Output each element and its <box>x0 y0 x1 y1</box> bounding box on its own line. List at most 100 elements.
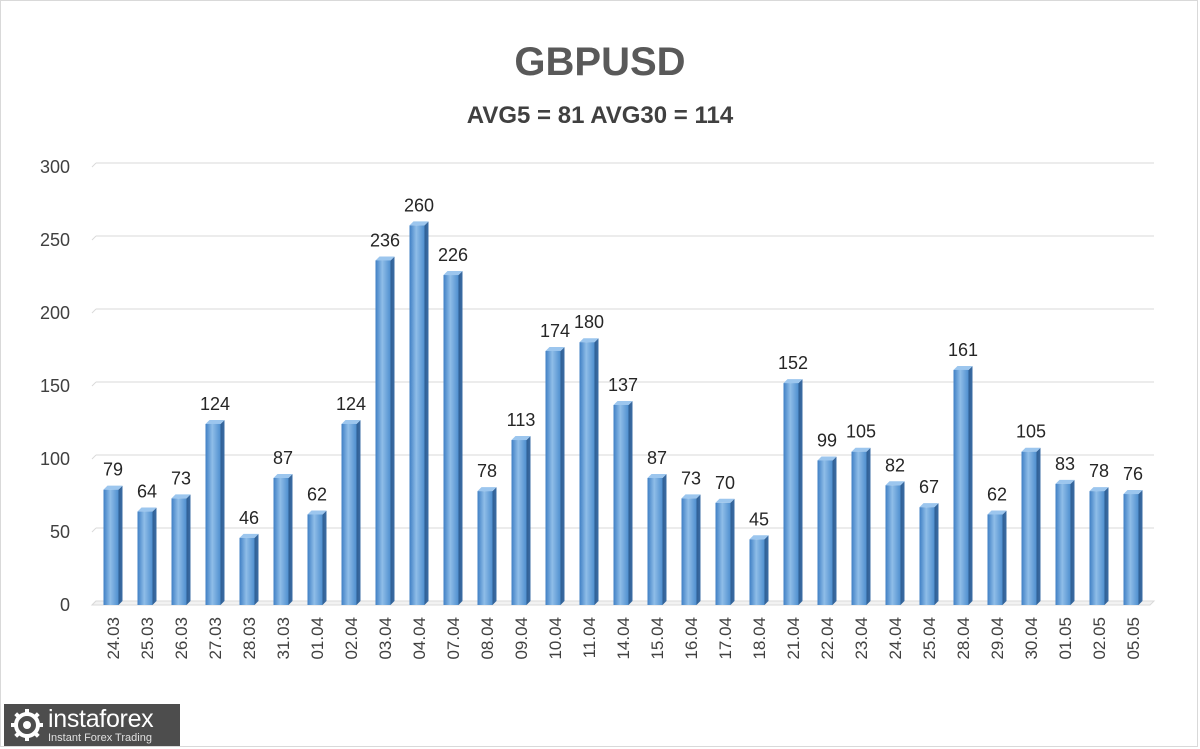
bar-top <box>919 503 939 508</box>
bar-side <box>390 256 395 605</box>
x-tick-label: 11.04 <box>580 617 599 658</box>
y-axis: 0 50 100 150 200 250 300 <box>40 157 70 615</box>
data-label: 62 <box>307 484 327 504</box>
x-tick-label: 30.04 <box>1022 617 1041 660</box>
bar-top <box>1123 490 1143 495</box>
x-tick-label: 22.04 <box>818 617 837 660</box>
data-label: 82 <box>885 455 905 475</box>
gridline-edge <box>91 308 97 314</box>
x-tick-label: 10.04 <box>546 617 565 660</box>
bar-side <box>424 221 429 605</box>
bar-top <box>1089 487 1109 492</box>
x-tick-label: 24.03 <box>104 617 123 660</box>
bar-side <box>288 473 293 605</box>
gridline-edge <box>91 235 97 241</box>
bar-side <box>866 447 871 605</box>
bar-top <box>579 338 599 343</box>
bar <box>1089 491 1105 605</box>
bar-top <box>443 271 463 276</box>
bar-top <box>1021 447 1041 452</box>
x-axis: 24.03 25.03 26.03 27.03 28.03 31.03 01.04 02.04… <box>104 617 1143 660</box>
bar <box>987 514 1003 605</box>
x-tick-label: 15.04 <box>648 617 667 660</box>
data-label: 152 <box>778 353 808 373</box>
bar <box>647 477 663 605</box>
y-tick-label: 150 <box>40 376 70 396</box>
data-label: 45 <box>749 509 769 529</box>
x-tick-label: 02.05 <box>1090 617 1109 660</box>
bar-side <box>1036 447 1041 605</box>
bar-side <box>254 533 259 605</box>
data-label: 83 <box>1055 454 1075 474</box>
bar <box>1021 451 1037 605</box>
x-tick-label: 01.04 <box>308 617 327 660</box>
bar-top <box>307 510 327 515</box>
data-label: 79 <box>103 460 123 480</box>
bar <box>749 539 765 605</box>
x-tick-label: 01.05 <box>1056 617 1075 660</box>
gridline-edge <box>91 454 97 460</box>
x-tick-label: 31.03 <box>274 617 293 660</box>
y-tick-label: 200 <box>40 303 70 323</box>
bar-side <box>1070 479 1075 605</box>
bar-side <box>1104 487 1109 605</box>
bar-side <box>560 346 565 605</box>
bar-top <box>817 456 837 461</box>
bar <box>579 342 595 605</box>
data-label: 78 <box>477 461 497 481</box>
bar <box>409 225 425 605</box>
bar-side <box>220 419 225 605</box>
bar <box>477 491 493 605</box>
bar <box>443 275 459 605</box>
data-label: 73 <box>171 468 191 488</box>
bar-top <box>103 485 123 490</box>
x-tick-label: 25.03 <box>138 617 157 660</box>
bar-side <box>594 338 599 605</box>
data-label: 161 <box>948 340 978 360</box>
data-label: 73 <box>681 468 701 488</box>
bar <box>817 460 833 605</box>
bar-top <box>851 447 871 452</box>
x-tick-label: 05.05 <box>1124 617 1143 660</box>
bar-side <box>1002 510 1007 605</box>
bar-top <box>545 346 565 351</box>
bar-side <box>186 494 191 605</box>
bar <box>953 369 969 605</box>
data-label: 99 <box>817 430 837 450</box>
bar <box>273 477 289 605</box>
x-tick-label: 25.04 <box>920 617 939 660</box>
bar-top <box>273 473 293 478</box>
instaforex-watermark: instaforex Instant Forex Trading <box>4 704 180 746</box>
bar-top <box>239 533 259 538</box>
bar <box>341 423 357 605</box>
bar-top <box>953 365 973 370</box>
bar-top <box>341 419 361 424</box>
data-label: 105 <box>1016 422 1046 442</box>
x-tick-label: 28.04 <box>954 617 973 660</box>
data-label: 76 <box>1123 464 1143 484</box>
bar-side <box>662 473 667 605</box>
chart-subtitle: AVG5 = 81 AVG30 = 114 <box>466 102 734 129</box>
bar-side <box>696 494 701 605</box>
bar-side <box>152 507 157 605</box>
x-tick-label: 04.04 <box>410 617 429 660</box>
data-label: 180 <box>574 312 604 332</box>
bar-side <box>322 510 327 605</box>
bar-top <box>613 400 633 405</box>
gridline-edge <box>91 527 97 533</box>
bar <box>239 537 255 605</box>
bar-side <box>764 535 769 605</box>
x-tick-label: 23.04 <box>852 617 871 660</box>
bar <box>103 489 119 605</box>
x-tick-label: 02.04 <box>342 617 361 660</box>
gridline-edge <box>91 162 97 168</box>
x-tick-label: 17.04 <box>716 617 735 660</box>
data-label: 260 <box>404 195 434 215</box>
x-tick-label: 16.04 <box>682 617 701 660</box>
bar-top <box>885 481 905 486</box>
bar <box>919 507 935 605</box>
bar-top <box>987 510 1007 515</box>
x-tick-label: 29.04 <box>988 617 1007 660</box>
bar-side <box>526 436 531 605</box>
data-label: 64 <box>137 482 157 502</box>
